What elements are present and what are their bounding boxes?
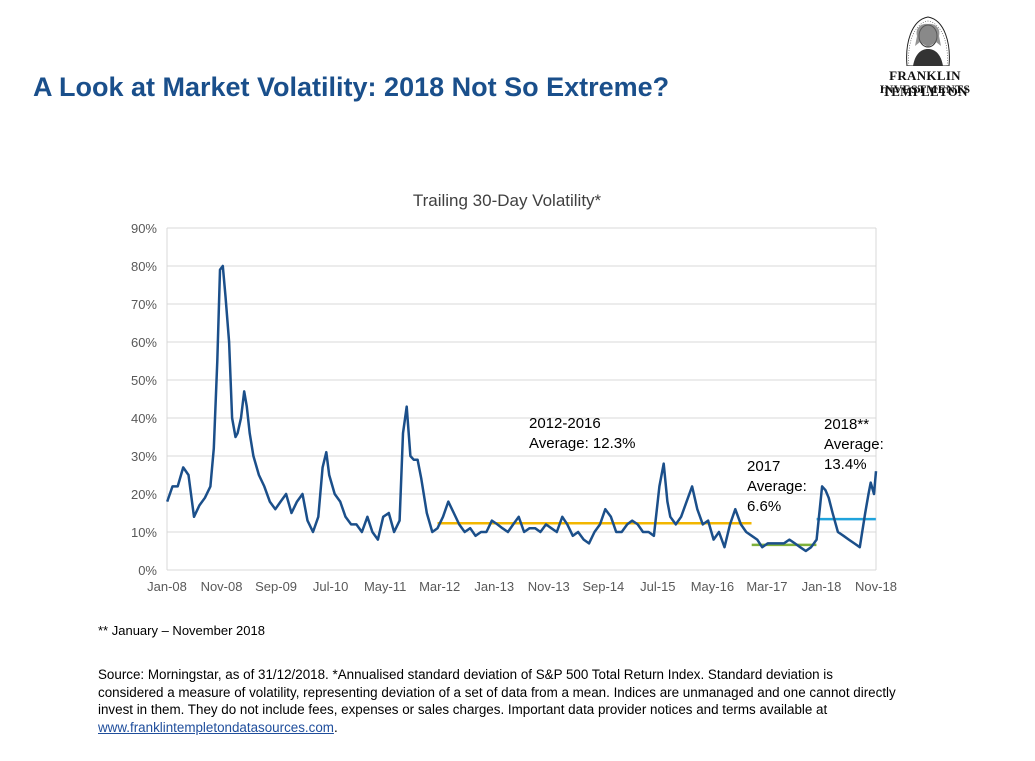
annotation-2018-line2: Average: bbox=[824, 436, 884, 453]
annotation-2012-2016-line2: Average: 12.3% bbox=[529, 435, 635, 452]
y-tick-label: 20% bbox=[131, 487, 157, 502]
x-tick-label: Sep-09 bbox=[255, 579, 297, 594]
franklin-templeton-logo: FRANKLIN TEMPLETON INVESTMENTS bbox=[845, 14, 1005, 99]
x-tick-label: Jan-18 bbox=[802, 579, 842, 594]
y-tick-label: 10% bbox=[131, 525, 157, 540]
annotation-2017-line2: Average: bbox=[747, 478, 807, 495]
y-tick-label: 0% bbox=[138, 563, 157, 578]
y-tick-label: 50% bbox=[131, 373, 157, 388]
x-tick-label: Jul-10 bbox=[313, 579, 348, 594]
y-tick-label: 80% bbox=[131, 259, 157, 274]
x-tick-label: Sep-14 bbox=[582, 579, 624, 594]
source-note: Source: Morningstar, as of 31/12/2018. *… bbox=[98, 666, 898, 736]
x-tick-label: Mar-12 bbox=[419, 579, 460, 594]
series-lines bbox=[166, 264, 878, 553]
annotation-2018-line1: 2018** bbox=[824, 416, 869, 433]
annotation-2017-line1: 2017 bbox=[747, 458, 780, 475]
source-text: Source: Morningstar, as of 31/12/2018. *… bbox=[98, 667, 896, 718]
logo-line-1: FRANKLIN TEMPLETON bbox=[882, 68, 968, 99]
annotation-2012-2016-line1: 2012-2016 bbox=[529, 415, 601, 432]
volatility-chart: Trailing 30-Day Volatility* 0% 10% 20% 30% 4… bbox=[131, 191, 897, 594]
y-tick-label: 40% bbox=[131, 411, 157, 426]
x-tick-label: May-11 bbox=[364, 579, 406, 594]
annotation-2018-line3: 13.4% bbox=[824, 456, 867, 473]
x-tick-label: Mar-17 bbox=[746, 579, 787, 594]
y-tick-label: 30% bbox=[131, 449, 157, 464]
y-axis-labels: 0% 10% 20% 30% 40% 50% 60% 70% 80% 90% bbox=[131, 221, 157, 578]
volatility-series-line bbox=[166, 264, 878, 553]
y-tick-label: 70% bbox=[131, 297, 157, 312]
x-tick-label: Jan-13 bbox=[474, 579, 514, 594]
x-tick-label: May-16 bbox=[691, 579, 734, 594]
y-tick-label: 60% bbox=[131, 335, 157, 350]
logo-line-2: INVESTMENTS bbox=[879, 82, 971, 96]
chart-title: Trailing 30-Day Volatility* bbox=[413, 191, 602, 210]
x-tick-label: Nov-13 bbox=[528, 579, 570, 594]
data-sources-link[interactable]: www.franklintempletondatasources.com bbox=[98, 719, 334, 735]
source-end: . bbox=[333, 719, 338, 735]
x-tick-label: Jan-08 bbox=[147, 579, 187, 594]
x-tick-label: Nov-08 bbox=[201, 579, 243, 594]
franklin-portrait-icon bbox=[906, 16, 950, 66]
grid-lines bbox=[166, 227, 877, 571]
footnote: ** January – November 2018 bbox=[98, 623, 265, 638]
page-title: A Look at Market Volatility: 2018 Not So… bbox=[33, 72, 670, 102]
annotation-2017-line3: 6.6% bbox=[747, 498, 781, 515]
x-axis-labels: Jan-08 Nov-08 Sep-09 Jul-10 May-11 Mar-12 Jan-… bbox=[147, 579, 897, 594]
y-tick-label: 90% bbox=[131, 221, 157, 236]
x-tick-label: Nov-18 bbox=[855, 579, 897, 594]
x-tick-label: Jul-15 bbox=[640, 579, 675, 594]
annotations: 2012-2016 Average: 12.3% 2017 Average: 6… bbox=[529, 415, 884, 515]
